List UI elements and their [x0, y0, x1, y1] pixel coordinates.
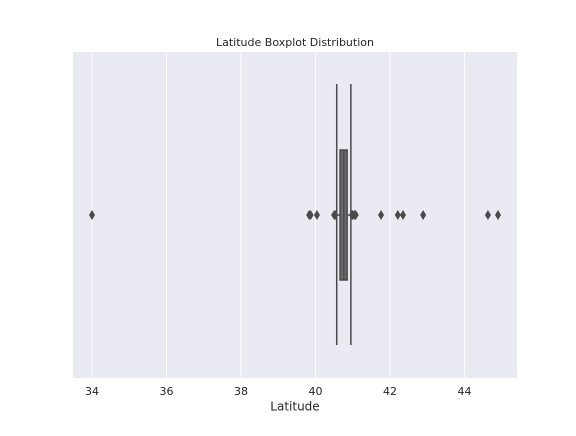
- x-tick-label: 34: [85, 385, 99, 398]
- outlier: [332, 210, 339, 220]
- x-tick-label: 44: [457, 385, 471, 398]
- chart-title: Latitude Boxplot Distribution: [216, 36, 374, 49]
- outlier: [495, 210, 502, 220]
- outlier: [400, 210, 407, 220]
- x-tick-label: 42: [383, 385, 397, 398]
- outlier: [352, 210, 359, 220]
- outlier: [378, 210, 385, 220]
- outlier: [307, 210, 314, 220]
- x-tick-label: 36: [159, 385, 173, 398]
- x-axis-label: Latitude: [270, 400, 319, 414]
- outlier: [484, 210, 491, 220]
- x-tick-label: 40: [308, 385, 322, 398]
- outlier: [88, 210, 95, 220]
- outlier: [313, 210, 320, 220]
- x-tick-label: 38: [234, 385, 248, 398]
- outlier: [394, 210, 401, 220]
- plot-background: [73, 52, 517, 378]
- outlier: [420, 210, 427, 220]
